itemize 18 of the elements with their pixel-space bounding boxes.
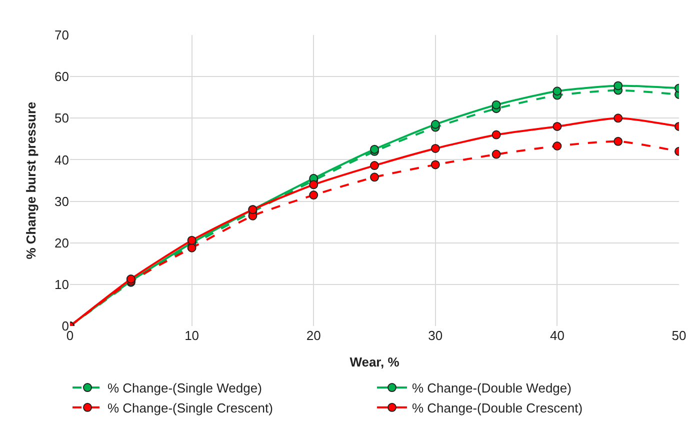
- y-tick-label: 60: [54, 69, 69, 84]
- y-tick-label: 40: [54, 152, 69, 168]
- legend-label: % Change-(Double Crescent): [412, 400, 583, 416]
- legend-label: % Change-(Single Wedge): [108, 380, 262, 396]
- y-tick-label: 10: [54, 276, 69, 292]
- y-tick-label: 50: [54, 110, 69, 126]
- x-tick-label: 50: [672, 328, 686, 343]
- x-axis-title: Wear, %: [350, 354, 400, 370]
- y-tick-label: 70: [54, 28, 69, 43]
- x-tick-label: 40: [550, 328, 564, 343]
- x-tick-label: 20: [306, 328, 321, 343]
- y-axis-title: % Change burst pressure: [23, 102, 38, 260]
- x-tick-label: 10: [184, 328, 200, 343]
- legend-label: % Change-(Single Crescent): [108, 400, 273, 416]
- x-tick-label: 30: [428, 328, 443, 343]
- y-tick-label: 20: [54, 235, 69, 250]
- legend-label: % Change-(Double Wedge): [412, 380, 572, 396]
- y-tick-label: 30: [54, 194, 69, 209]
